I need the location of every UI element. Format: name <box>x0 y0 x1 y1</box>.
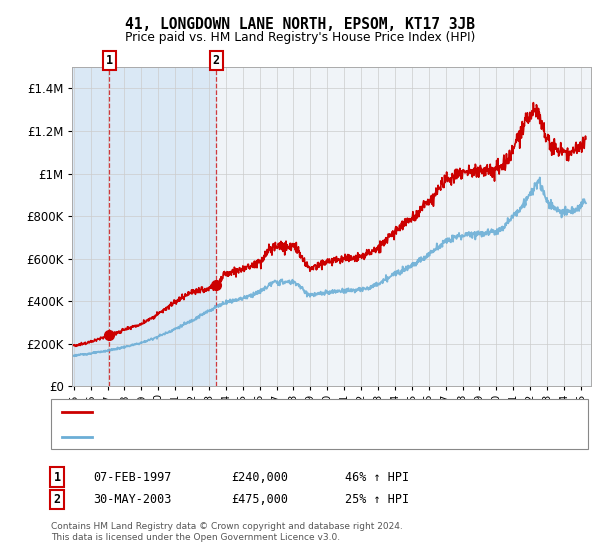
Text: 30-MAY-2003: 30-MAY-2003 <box>93 493 172 506</box>
Text: £475,000: £475,000 <box>231 493 288 506</box>
Text: 46% ↑ HPI: 46% ↑ HPI <box>345 470 409 484</box>
Bar <box>109 67 216 386</box>
Text: 25% ↑ HPI: 25% ↑ HPI <box>345 493 409 506</box>
Text: Contains HM Land Registry data © Crown copyright and database right 2024.: Contains HM Land Registry data © Crown c… <box>51 522 403 531</box>
Text: £240,000: £240,000 <box>231 470 288 484</box>
Bar <box>72 67 109 386</box>
Text: 2: 2 <box>53 493 61 506</box>
Text: 41, LONGDOWN LANE NORTH, EPSOM, KT17 3JB: 41, LONGDOWN LANE NORTH, EPSOM, KT17 3JB <box>125 17 475 32</box>
Text: This data is licensed under the Open Government Licence v3.0.: This data is licensed under the Open Gov… <box>51 533 340 542</box>
Text: 1: 1 <box>106 54 113 67</box>
Text: Price paid vs. HM Land Registry's House Price Index (HPI): Price paid vs. HM Land Registry's House … <box>125 31 475 44</box>
Text: 2: 2 <box>212 54 220 67</box>
Text: 07-FEB-1997: 07-FEB-1997 <box>93 470 172 484</box>
Text: 41, LONGDOWN LANE NORTH, EPSOM, KT17 3JB (detached house): 41, LONGDOWN LANE NORTH, EPSOM, KT17 3JB… <box>96 407 465 417</box>
Text: HPI: Average price, detached house, Epsom and Ewell: HPI: Average price, detached house, Epso… <box>96 432 397 441</box>
Text: 1: 1 <box>53 470 61 484</box>
